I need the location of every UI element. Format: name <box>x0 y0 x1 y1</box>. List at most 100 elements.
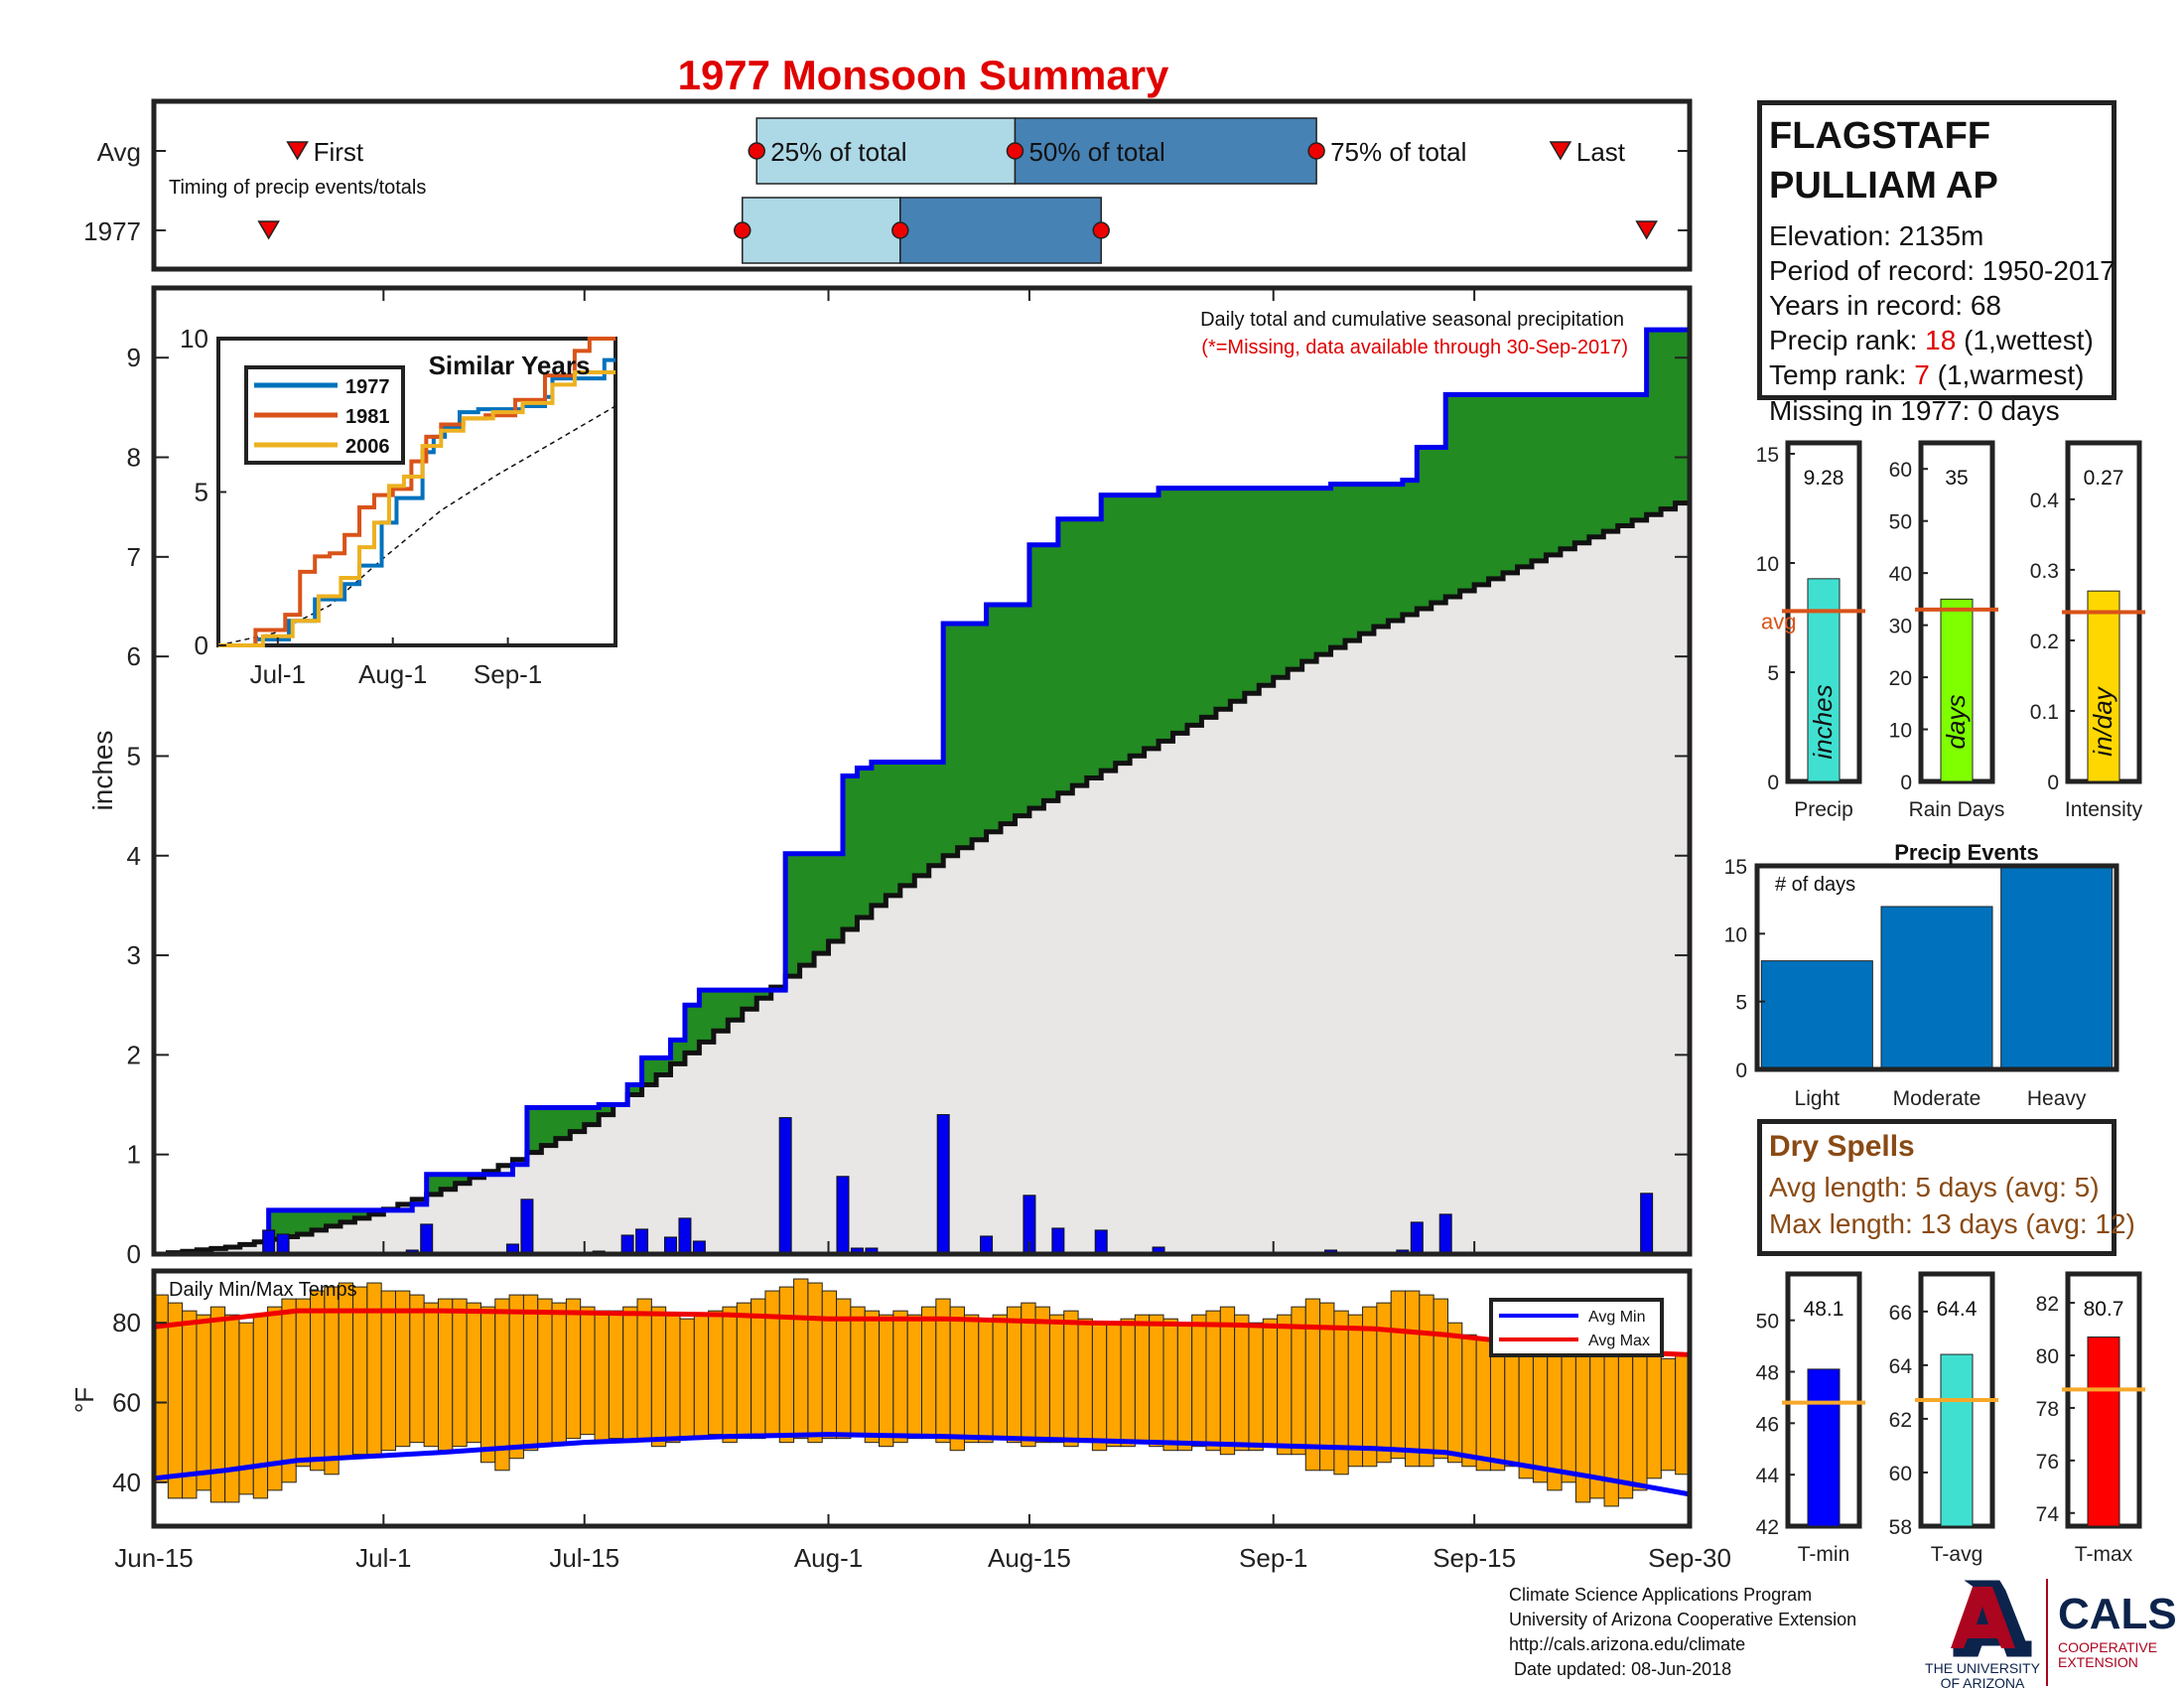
timing-box-25-50 <box>755 117 1017 185</box>
timing-percentile-marker <box>734 221 751 239</box>
events-ytick-label: 5 <box>1735 992 1747 1015</box>
precip-rank-note: (1,wettest) <box>1956 325 2094 355</box>
panel-ytick-label: 62 <box>1889 1409 1912 1432</box>
temp-range-bar <box>1574 1345 1591 1503</box>
dry-spells-avg: Avg length: 5 days (avg: 5) <box>1769 1172 2100 1202</box>
timing-label-p50: 50% of total <box>1028 137 1164 167</box>
inset-xtick-label: Aug-1 <box>358 659 427 689</box>
panel-label: Rain Days <box>1909 798 2005 821</box>
temp-range-bar <box>1446 1322 1463 1464</box>
daily-precip-bar <box>778 1117 792 1255</box>
daily-precip-bar <box>262 1229 276 1255</box>
temps-ytick-label: 40 <box>112 1468 141 1497</box>
daily-precip-bar <box>1051 1227 1065 1255</box>
temp-range-bar <box>1461 1334 1477 1468</box>
temp-range-bar <box>1063 1310 1079 1448</box>
panel-value-label: 9.28 <box>1804 467 1844 490</box>
daily-precip-bar <box>1094 1229 1108 1255</box>
temp-range-bar <box>324 1286 340 1476</box>
panel-ytick-label: 15 <box>1756 444 1779 467</box>
temp-range-bar <box>508 1294 524 1460</box>
panel-ytick-label: 78 <box>2036 1398 2059 1421</box>
events-title: Precip Events <box>1894 840 2039 865</box>
temp-range-bar <box>1205 1310 1221 1452</box>
temp-range-bar <box>522 1294 539 1452</box>
timing-label-p25: 25% of total <box>770 137 906 167</box>
temp-range-bar <box>679 1318 695 1440</box>
temp-range-bar <box>864 1310 881 1444</box>
panel-ytick-label: 0.4 <box>2030 490 2060 512</box>
temp-range-bar <box>736 1302 752 1440</box>
panel-unit-label: days <box>1941 695 1971 750</box>
temp-range-bar <box>1149 1314 1164 1448</box>
years-in-record: Years in record: 68 <box>1769 290 2001 321</box>
daily-precip-bar <box>936 1114 950 1255</box>
temp-range-bar <box>1176 1322 1193 1452</box>
temp-range-bar <box>1134 1314 1151 1444</box>
ua-logo-icon <box>1951 1587 2015 1648</box>
precip-frame <box>151 285 1693 1257</box>
credit-line-1: Climate Science Applications Program <box>1509 1585 1813 1605</box>
panel-ytick-label: 10 <box>1756 553 1779 576</box>
daily-precip-bar <box>420 1223 434 1255</box>
events-ytick-label: 15 <box>1724 856 1747 879</box>
panel-ytick-label: 46 <box>1756 1413 1779 1436</box>
temp-range-bar <box>1120 1318 1136 1448</box>
cals-logo-text: CALS <box>2058 1590 2177 1638</box>
timing-percentile-marker <box>748 142 765 160</box>
panel-ytick-label: 80 <box>2036 1345 2059 1368</box>
temp-range-bar <box>580 1306 596 1436</box>
temp-range-bar <box>850 1306 866 1436</box>
timing-label-p75: 75% of total <box>1330 137 1466 167</box>
panel-ytick-label: 66 <box>1889 1302 1912 1325</box>
panel-ytick-label: 64 <box>1889 1355 1913 1378</box>
temp-range-bar <box>1048 1314 1065 1444</box>
cals-sub-1: COOPERATIVE <box>2058 1639 2157 1655</box>
temp-range-bar <box>636 1298 652 1440</box>
ua-logo-text-1: THE UNIVERSITY <box>1925 1660 2041 1676</box>
inset-legend-label: 1981 <box>345 406 390 428</box>
temp-range-bar <box>622 1306 638 1444</box>
panel-label: T-avg <box>1931 1543 1983 1566</box>
precip-ytick-label: 0 <box>127 1239 141 1269</box>
temps-ytick-label: 80 <box>112 1308 141 1337</box>
temp-range-bar <box>479 1306 496 1464</box>
precip-title: Daily total and cumulative seasonal prec… <box>1200 309 1624 331</box>
panel-ytick-label: 0.1 <box>2030 701 2059 724</box>
temps-ylabel: °F <box>69 1387 99 1413</box>
daily-precip-bar <box>276 1233 290 1255</box>
temp-range-bar <box>892 1310 908 1444</box>
temp-avg-min-line <box>153 1432 1691 1497</box>
daily-precip-bar <box>980 1235 994 1255</box>
temp-range-bar <box>764 1290 780 1436</box>
panel-ytick-label: 20 <box>1889 667 1912 690</box>
temp-range-bar <box>793 1278 809 1440</box>
temps-legend-label-max: Avg Max <box>1588 1333 1650 1349</box>
date-axis-label: Jun-15 <box>114 1543 194 1573</box>
panel-avg-label: avg <box>1761 609 1796 633</box>
temp-range-bar <box>1419 1294 1434 1468</box>
precip-ytick-label: 1 <box>127 1140 141 1170</box>
chart-title: 1977 Monsoon Summary <box>678 52 1169 98</box>
temp-range-bar <box>1034 1306 1050 1444</box>
temp-range-bar <box>921 1306 937 1440</box>
daily-precip-bar <box>1438 1213 1452 1255</box>
avg-cumulative-area <box>154 496 1690 1254</box>
cumulative-1977-line <box>154 327 1690 1257</box>
precip-ytick-label: 9 <box>127 343 141 372</box>
panel-ytick-label: 40 <box>1889 563 1912 586</box>
temp-range-bar <box>708 1310 724 1436</box>
temp-range-bar <box>722 1306 738 1444</box>
events-bar <box>2000 865 2114 1070</box>
station-name-line2: PULLIAM AP <box>1769 165 1998 207</box>
timing-percentile-marker <box>1307 142 1325 160</box>
panel-unit-label: inches <box>1808 684 1838 759</box>
panel-ytick-label: 0 <box>1767 772 1779 794</box>
events-bar <box>1760 960 1873 1070</box>
period-of-record: Period of record: 1950-2017 <box>1769 255 2116 286</box>
panel-ytick-label: 60 <box>1889 1463 1912 1485</box>
temp-range-bar <box>281 1298 297 1483</box>
panel-label: Intensity <box>2065 798 2143 821</box>
precip-rank: Precip rank: 18 (1,wettest) <box>1769 325 2094 356</box>
temp-range-bar <box>1162 1318 1178 1452</box>
